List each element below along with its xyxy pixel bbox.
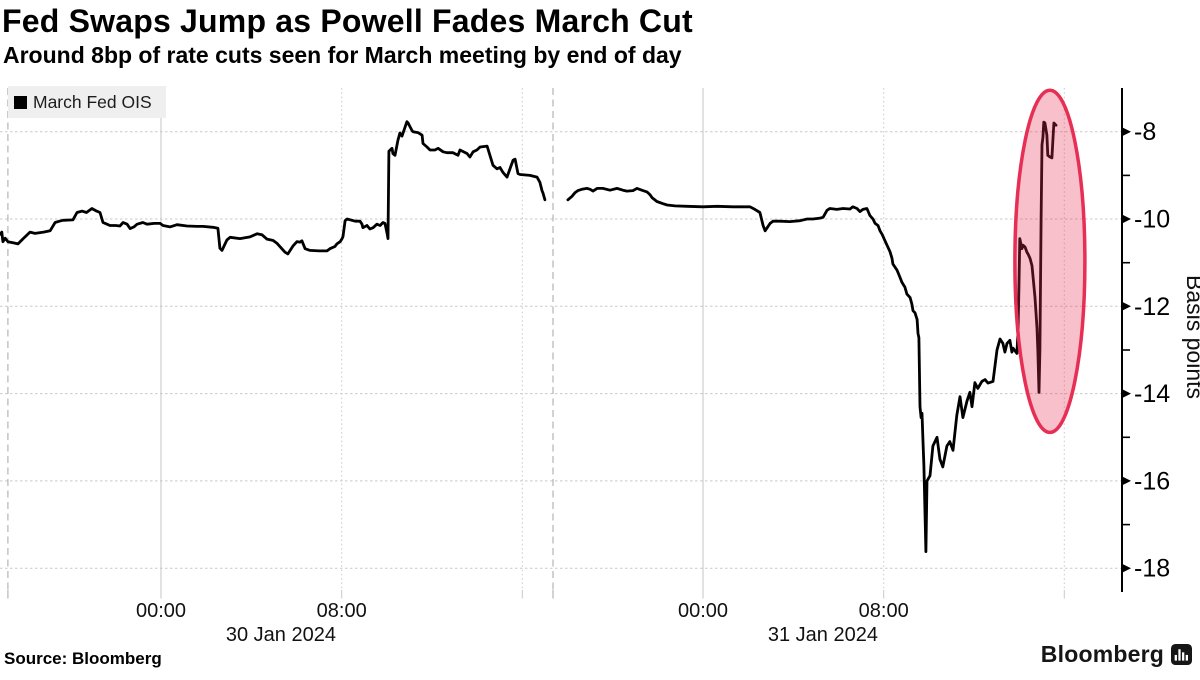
bloomberg-wordmark: Bloomberg [1040,641,1164,667]
bloomberg-brand: Bloomberg [1041,641,1192,668]
x-tick-label: 00:00 [136,600,186,622]
x-tick-label: 00:00 [678,600,728,622]
highlight-ellipse [1013,88,1087,435]
ois-line-series [0,120,1058,553]
legend-label: March Fed OIS [33,91,152,112]
source-note: Source: Bloomberg [4,649,162,668]
chart-header: Fed Swaps Jump as Powell Fades March Cut… [2,2,693,68]
x-tick-label: 08:00 [317,600,367,622]
legend: March Fed OIS [8,86,166,118]
x-tick-label: 08:00 [859,600,909,622]
y-tick-label: -12 [1134,293,1170,321]
x-date-label: 30 Jan 2024 [226,624,336,646]
y-tick-label: -10 [1134,206,1170,234]
y-axis-ticks: -8 -10 -12 -14 -16 -18 [1122,118,1170,583]
x-date-label: 31 Jan 2024 [768,624,878,646]
legend-swatch-icon [14,95,27,109]
y-tick-label: -18 [1134,555,1170,583]
page-title: Fed Swaps Jump as Powell Fades March Cut [2,3,693,39]
vertical-gridlines [7,88,1065,599]
y-axis-title: Basis points [1182,275,1200,399]
y-tick-label: -8 [1134,118,1156,146]
horizontal-gridlines [0,131,1122,569]
y-tick-label: -16 [1134,467,1170,495]
bar-chart-icon [1171,644,1192,665]
y-tick-label: -14 [1134,380,1170,408]
chart-subtitle: Around 8bp of rate cuts seen for March m… [3,42,682,68]
